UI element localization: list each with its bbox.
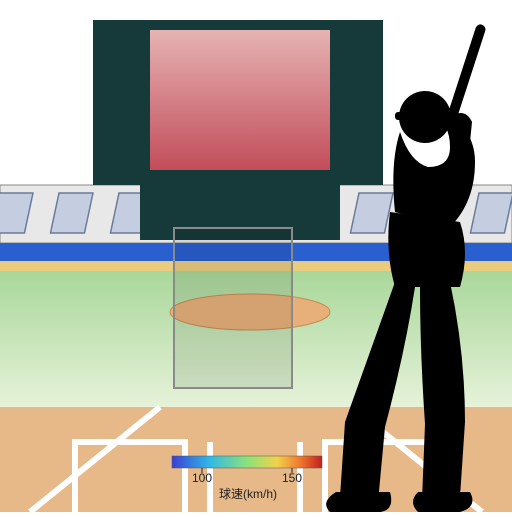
pitch-location-diagram: 100 150 球速(km/h) <box>0 0 512 512</box>
strike-zone <box>174 228 292 388</box>
helmet-brim <box>395 112 421 120</box>
speed-legend-bar <box>172 456 322 468</box>
stage-svg: 100 150 球速(km/h) <box>0 0 512 512</box>
batter-back-foot <box>413 492 472 512</box>
legend-axis-label: 球速(km/h) <box>219 487 277 501</box>
scoreboard-screen <box>150 30 330 170</box>
batter-front-foot <box>326 492 391 512</box>
legend-tick-label: 100 <box>192 471 212 485</box>
batter-hips <box>388 212 465 287</box>
legend-tick-label: 150 <box>282 471 302 485</box>
